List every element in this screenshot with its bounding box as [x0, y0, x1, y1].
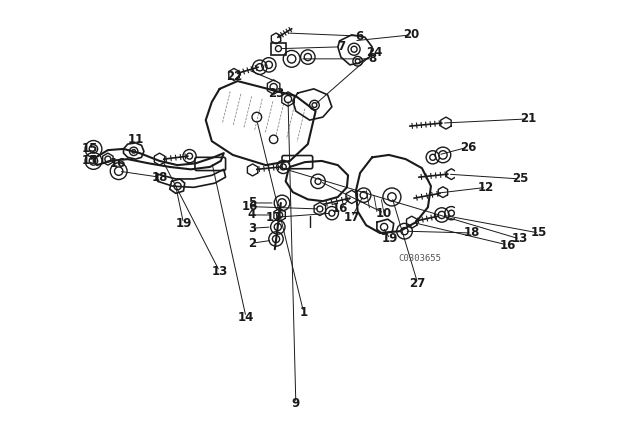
FancyBboxPatch shape	[282, 155, 313, 169]
Text: 7: 7	[337, 40, 345, 53]
Text: 20: 20	[404, 28, 420, 41]
Text: 23: 23	[268, 86, 284, 99]
FancyBboxPatch shape	[271, 43, 285, 55]
Text: 14: 14	[238, 310, 254, 323]
Text: 16: 16	[241, 200, 258, 213]
Text: 27: 27	[410, 277, 426, 290]
Text: 16: 16	[109, 157, 125, 170]
Text: 17: 17	[344, 211, 360, 224]
Text: 19: 19	[175, 217, 192, 230]
Text: 3: 3	[248, 222, 256, 235]
Text: 15: 15	[531, 227, 547, 240]
FancyBboxPatch shape	[195, 157, 225, 171]
Text: 18: 18	[151, 171, 168, 184]
Text: 26: 26	[460, 141, 476, 154]
Text: 16: 16	[332, 202, 348, 215]
Text: 25: 25	[511, 172, 528, 185]
Text: 9: 9	[292, 397, 300, 410]
Text: 22: 22	[226, 70, 242, 83]
Text: 4: 4	[248, 208, 256, 221]
Text: 16: 16	[500, 238, 516, 251]
Text: 18: 18	[463, 227, 480, 240]
Text: C0303655: C0303655	[399, 254, 442, 263]
Text: 5: 5	[248, 197, 256, 210]
Text: 17: 17	[266, 211, 282, 224]
Text: 15: 15	[82, 155, 98, 168]
Text: 21: 21	[520, 112, 536, 125]
Text: 2: 2	[248, 237, 256, 250]
Text: 1: 1	[300, 306, 308, 319]
Text: 24: 24	[365, 46, 382, 59]
Text: 13: 13	[211, 265, 228, 278]
Text: 10: 10	[376, 207, 392, 220]
Text: 19: 19	[382, 233, 398, 246]
Text: 6: 6	[355, 30, 363, 43]
Text: 8: 8	[368, 52, 376, 65]
Text: 13: 13	[512, 233, 528, 246]
Text: 12: 12	[478, 181, 494, 194]
Text: 11: 11	[127, 133, 143, 146]
Text: 15: 15	[82, 142, 98, 155]
